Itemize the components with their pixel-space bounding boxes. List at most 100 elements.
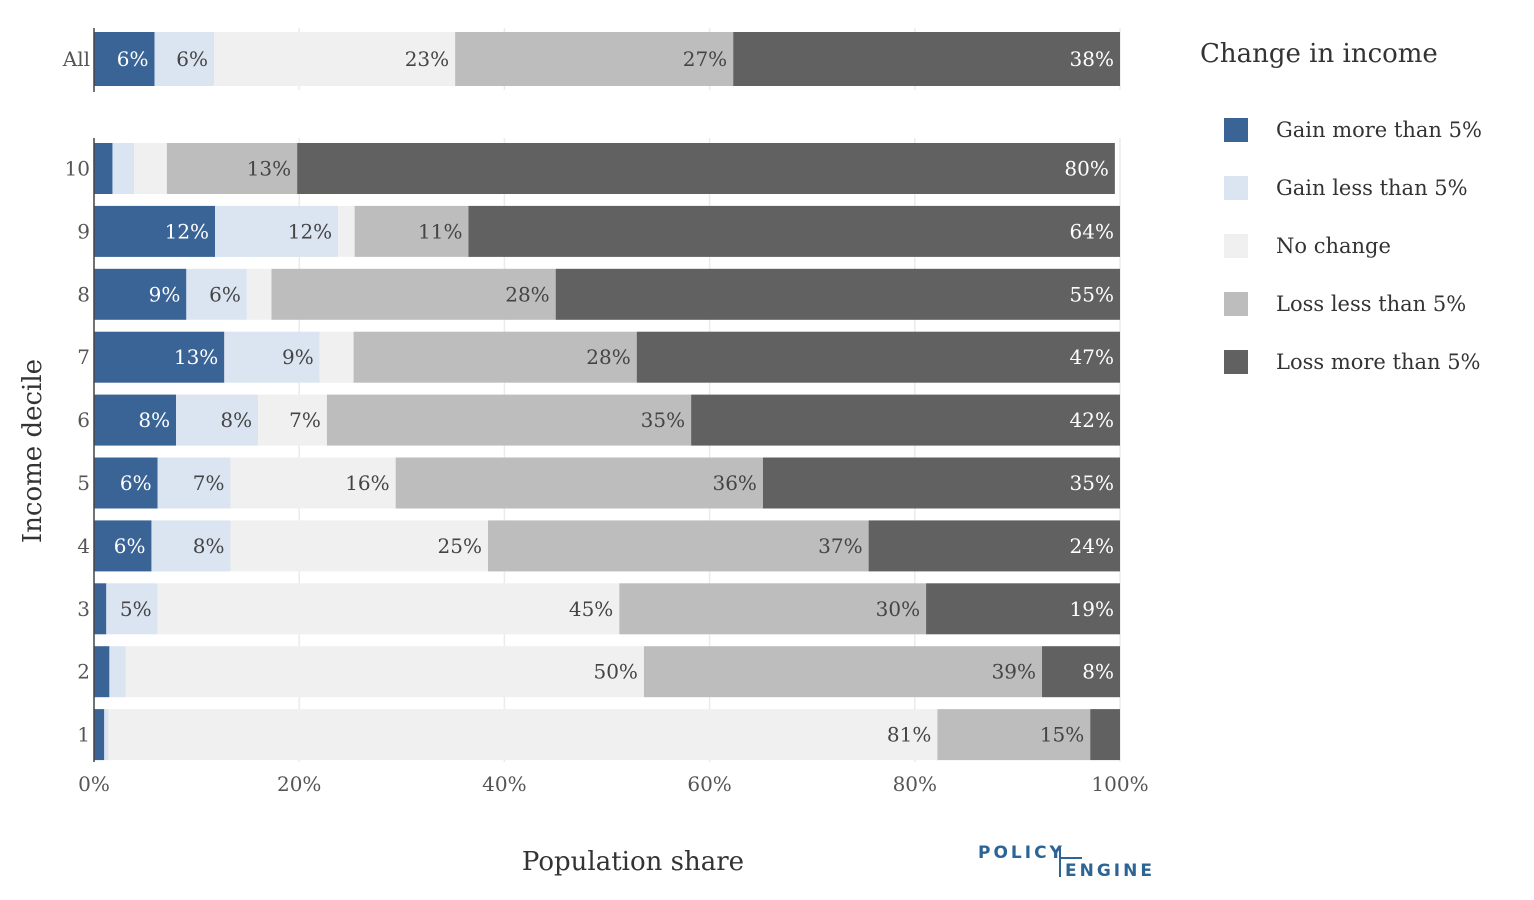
legend-swatch — [1224, 234, 1248, 258]
data-label: 13% — [174, 345, 218, 369]
data-label: 80% — [1064, 157, 1108, 181]
bars: 6% 6% 23% 27% 38% 13% 80% 12% 12% 11% 64% 9% 6% 28% 55… — [94, 32, 1120, 761]
y-tick-label: 1 — [77, 723, 90, 747]
y-tick-label: 7 — [77, 345, 90, 369]
data-label: 6% — [209, 282, 241, 306]
data-label: 13% — [247, 157, 291, 181]
data-label: 8% — [220, 408, 252, 432]
bar-segment — [215, 205, 339, 257]
y-tick-label: 4 — [77, 534, 90, 558]
bar-segment — [468, 205, 1120, 257]
data-label: 5% — [120, 597, 152, 621]
bar-segment — [230, 520, 488, 572]
bar-segment — [134, 143, 167, 194]
data-label: 28% — [505, 282, 549, 306]
legend: Change in income Gain more than 5% Gain l… — [1200, 39, 1482, 374]
data-label: 16% — [345, 471, 389, 495]
bar-segment — [94, 646, 110, 698]
data-label: 11% — [418, 219, 462, 243]
bar-segment — [94, 457, 158, 509]
data-label: 12% — [165, 219, 209, 243]
data-label: 7% — [289, 408, 321, 432]
bar-segment — [104, 709, 109, 761]
data-label: 55% — [1070, 282, 1114, 306]
bar-segment — [297, 143, 1115, 194]
data-label: 30% — [876, 597, 920, 621]
bar-segment — [186, 268, 247, 320]
data-label: 6% — [120, 471, 152, 495]
data-label: 9% — [149, 282, 181, 306]
bar-segment — [94, 205, 216, 257]
bar-segment — [636, 331, 1120, 383]
logo-text-engine: ENGINE — [1065, 861, 1155, 881]
data-label: 9% — [282, 345, 314, 369]
y-tick-label: 5 — [77, 471, 90, 495]
y-tick-label: 3 — [77, 597, 90, 621]
data-label: 64% — [1070, 219, 1114, 243]
data-label: 39% — [992, 660, 1036, 684]
bar-segment — [94, 583, 107, 635]
bar-segment — [354, 205, 469, 257]
bar-segment — [926, 583, 1120, 635]
y-tick-label: 2 — [77, 660, 90, 684]
bar-segment — [106, 583, 158, 635]
bar-segment — [271, 268, 556, 320]
data-label: 50% — [593, 660, 637, 684]
data-label: 42% — [1070, 408, 1114, 432]
data-label: 12% — [288, 219, 332, 243]
bar-segment — [353, 331, 637, 383]
bar-segment — [94, 331, 225, 383]
bar-segment — [326, 394, 692, 446]
bar-segment — [643, 646, 1043, 698]
bar-segment — [94, 394, 177, 446]
bar-segment — [157, 457, 231, 509]
x-tick-label: 40% — [482, 772, 526, 796]
x-tick-label: 80% — [893, 772, 937, 796]
bar-segment — [154, 32, 215, 86]
data-label: 47% — [1070, 345, 1114, 369]
bar-segment — [230, 457, 396, 509]
data-label: 27% — [683, 47, 727, 71]
data-label: 19% — [1070, 597, 1114, 621]
bar-segment — [246, 268, 272, 320]
bar-segment — [214, 32, 456, 86]
legend-swatch — [1224, 118, 1248, 142]
x-tick-label: 60% — [687, 772, 731, 796]
policyengine-logo: POLICY ENGINE — [978, 843, 1155, 881]
legend-label: Gain more than 5% — [1276, 118, 1482, 142]
bar-segment — [619, 583, 927, 635]
bar-segment — [1042, 646, 1120, 698]
data-label: 45% — [569, 597, 613, 621]
data-label: 6% — [114, 534, 146, 558]
bar-segment — [258, 394, 327, 446]
y-tick-label: All — [62, 47, 90, 71]
legend-swatch — [1224, 292, 1248, 316]
bar-segment — [691, 394, 1120, 446]
bar-segment — [319, 331, 354, 383]
data-label: 38% — [1070, 47, 1114, 71]
x-tick-label: 0% — [78, 772, 110, 796]
bar-segment — [109, 646, 126, 698]
data-label: 8% — [193, 534, 225, 558]
y-tick-label: 9 — [77, 219, 90, 243]
data-label: 28% — [586, 345, 630, 369]
bar-segment — [108, 709, 938, 761]
bar-segment — [151, 520, 231, 572]
data-label: 24% — [1070, 534, 1114, 558]
y-tick-label: 6 — [77, 408, 90, 432]
y-tick-label: 10 — [65, 157, 90, 181]
legend-label: Loss less than 5% — [1276, 292, 1466, 316]
data-label: 23% — [405, 47, 449, 71]
data-label: 37% — [818, 534, 862, 558]
bar-segment — [338, 205, 355, 257]
data-label: 8% — [138, 408, 170, 432]
legend-label: No change — [1276, 234, 1391, 258]
bar-segment — [94, 143, 113, 194]
bar-segment — [112, 143, 135, 194]
y-axis-title: Income decile — [18, 359, 48, 543]
bar-segment — [395, 457, 763, 509]
x-tick-label: 20% — [277, 772, 321, 796]
bar-segment — [1090, 709, 1120, 761]
bar-segment — [94, 520, 152, 572]
